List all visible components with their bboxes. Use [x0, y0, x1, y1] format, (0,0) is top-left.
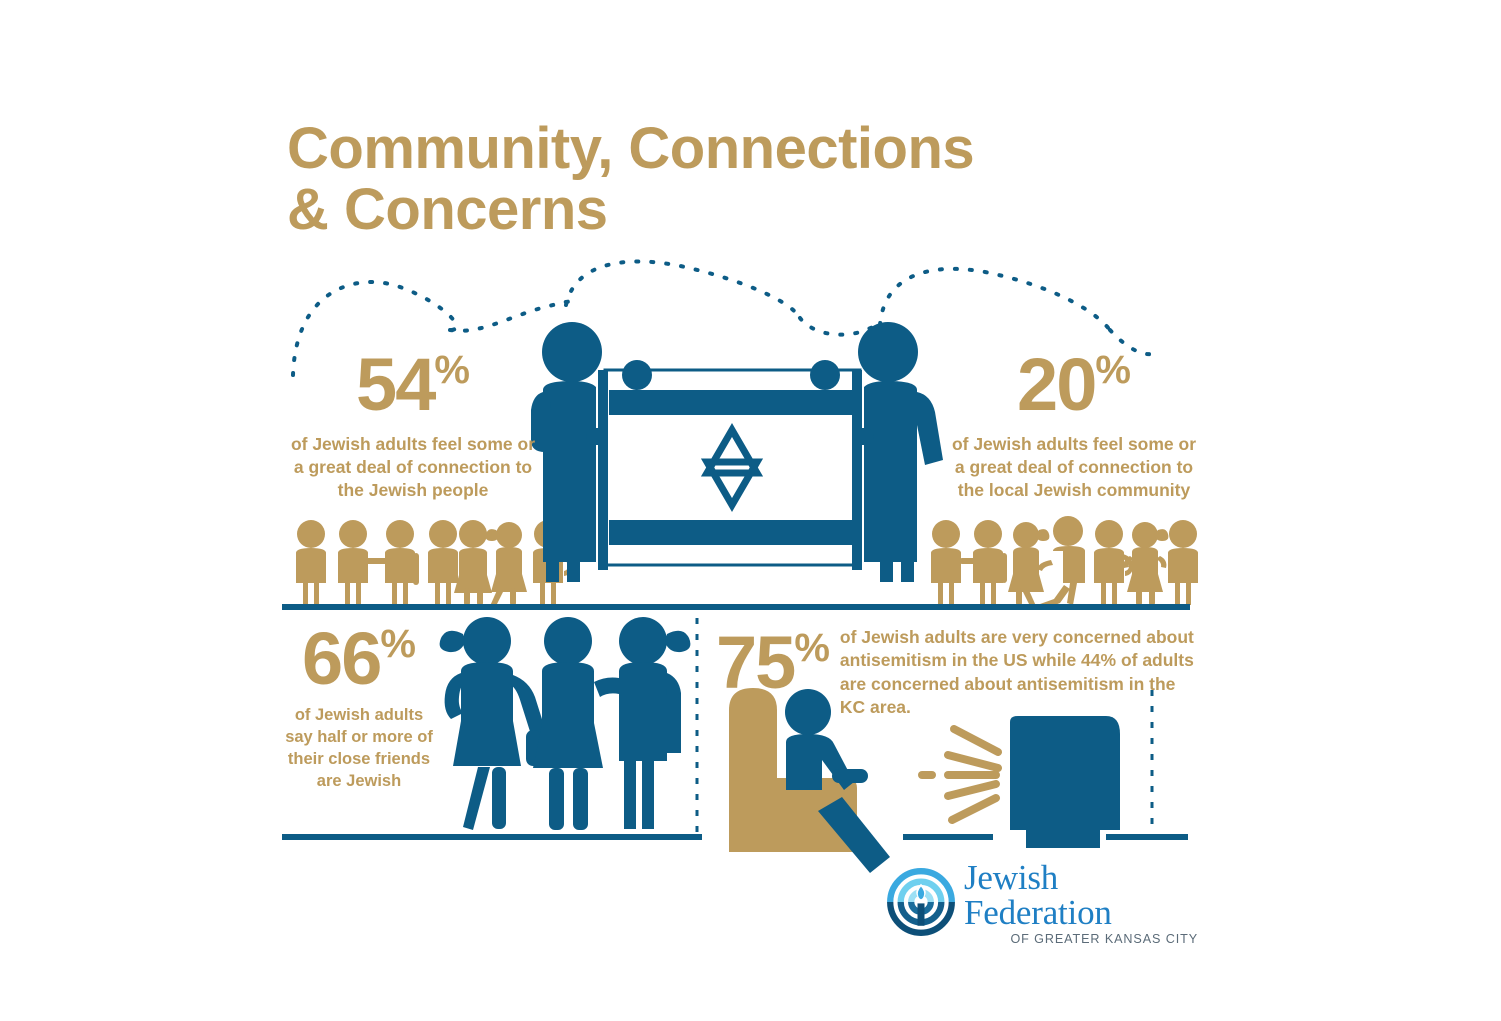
stat-antisemitism-concern: 75% of Jewish adults are very concerned … [716, 622, 1196, 719]
flag-holder-left-icon [531, 322, 608, 582]
three-friends-icon [439, 617, 691, 830]
stat-20-value: 20 [1017, 343, 1097, 426]
title-line-1: Community, Connections [287, 116, 975, 181]
jewish-federation-logo[interactable]: Jewish Federation OF GREATER KANSAS CITY [886, 860, 1198, 946]
divider-top [282, 604, 1190, 610]
percent-symbol: % [434, 348, 470, 392]
flag-holder-right-icon [852, 322, 943, 582]
stat-75-value: 75 [716, 621, 796, 704]
crowd-left-icon [296, 520, 572, 608]
percent-symbol: % [380, 622, 416, 666]
stat-75-text: of Jewish adults are very concerned abou… [839, 627, 1194, 717]
stat-20-text: of Jewish adults feel some or a great de… [951, 434, 1197, 501]
logo-subtitle: OF GREATER KANSAS CITY [1010, 932, 1198, 946]
menorah-flame-icon [887, 868, 955, 936]
divider-bottom-left [282, 834, 702, 840]
stat-66-value: 66 [302, 617, 382, 700]
percent-symbol: % [1095, 348, 1131, 392]
divider-bottom-mid [903, 834, 993, 840]
tv-rays-icon [918, 725, 1002, 824]
stat-54-percent: 54% [356, 348, 470, 422]
stat-54-text: of Jewish adults feel some or a great de… [290, 434, 536, 501]
page-title: Community, Connections & Concerns [287, 118, 1117, 241]
title-line-2: & Concerns [287, 177, 608, 243]
stat-close-friends-jewish: 66% of Jewish adults say half or more of… [283, 622, 435, 792]
stat-20-percent: 20% [1017, 348, 1131, 422]
israeli-flag-icon [603, 360, 862, 567]
stat-75-percent: 75% [716, 626, 830, 700]
stat-54-value: 54 [356, 343, 436, 426]
percent-symbol: % [794, 626, 830, 670]
stat-66-percent: 66% [302, 622, 416, 696]
crowd-right-icon [931, 516, 1198, 610]
divider-bottom-right [1106, 834, 1188, 840]
stat-connection-local-community: 20% of Jewish adults feel some or a grea… [948, 348, 1200, 502]
stat-66-text: of Jewish adults say half or more of the… [285, 706, 433, 791]
stat-connection-jewish-people: 54% of Jewish adults feel some or a grea… [288, 348, 538, 502]
logo-name: Jewish Federation [964, 858, 1112, 932]
